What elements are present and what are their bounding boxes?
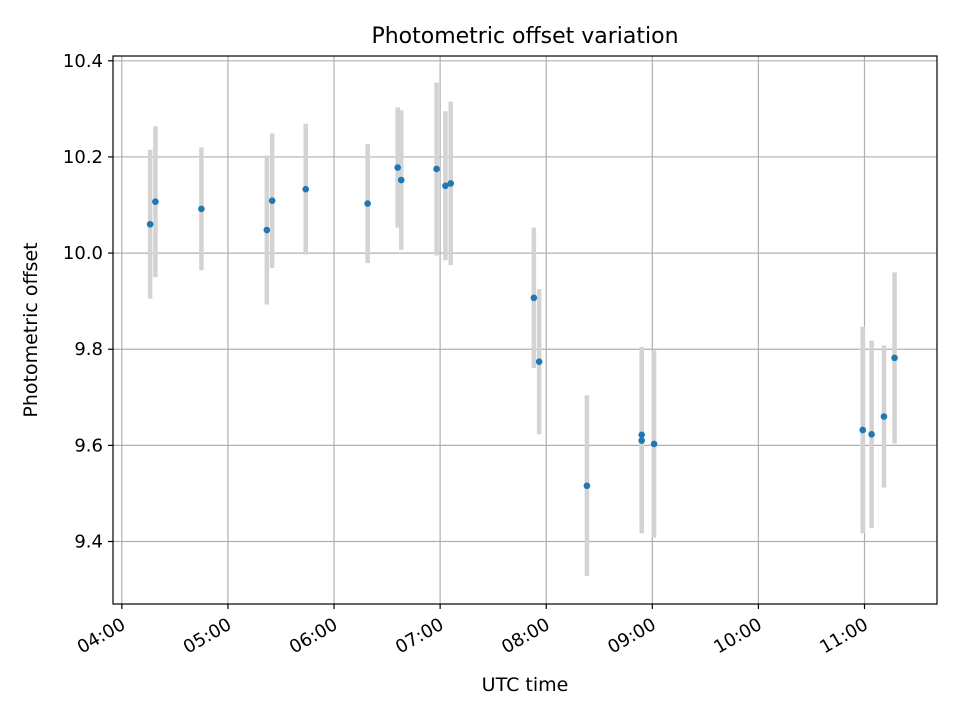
y-tick-label: 10.4 [63,51,103,72]
data-point [433,165,440,173]
plot-frame [112,55,938,605]
data-point [447,180,455,187]
data-point [880,413,888,420]
data-point [394,164,401,171]
chart-title: Photometric offset variation [371,24,678,49]
data-point [302,185,310,193]
y-tick-label: 9.6 [74,435,103,456]
data-point [650,440,658,448]
data-point [198,205,205,213]
y-tick-label: 10.0 [63,243,103,264]
x-axis-label: UTC time [482,674,569,696]
data-point [891,354,898,362]
data-point [583,482,591,490]
data-point [530,294,538,302]
data-point [638,431,646,439]
data-point [397,176,405,184]
data-point [868,431,875,438]
data-point [638,437,646,444]
y-tick-label: 9.8 [74,339,103,360]
data-point [364,200,371,207]
grid [113,56,937,604]
data-points [146,164,898,490]
data-point [268,197,276,204]
data-point [859,426,867,434]
y-tick-label: 10.2 [63,147,103,168]
data-point [535,358,543,366]
y-tick-label: 9.4 [74,532,103,553]
data-point [263,226,271,234]
data-point [442,182,449,190]
data-point [146,220,154,228]
data-point [152,198,159,205]
y-axis-label: Photometric offset [20,242,42,417]
